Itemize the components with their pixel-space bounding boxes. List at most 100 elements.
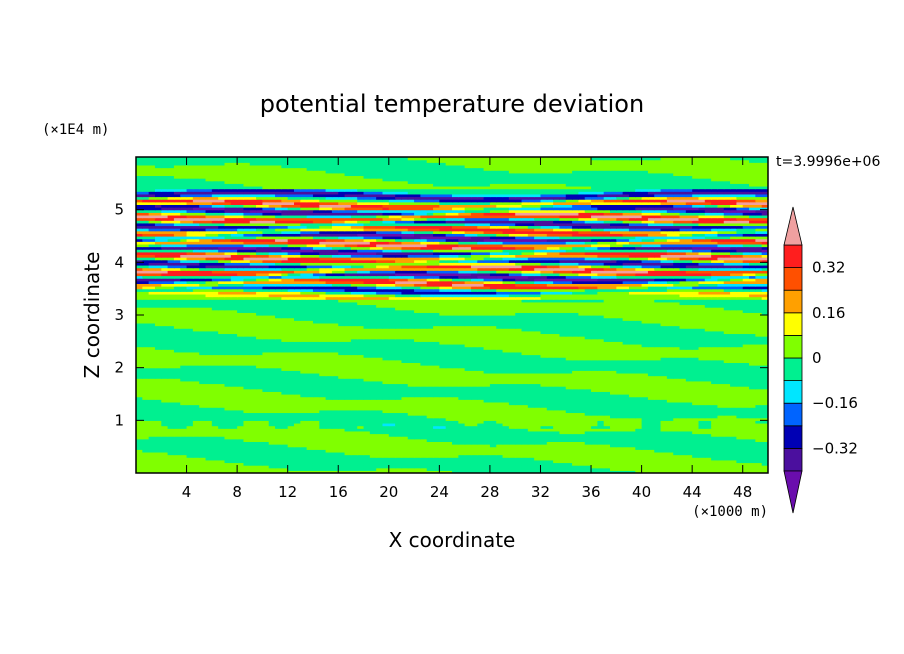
contour-cell (312, 388, 320, 392)
contour-cell (458, 383, 466, 387)
contour-cell (186, 401, 194, 406)
contour-cell (755, 451, 763, 456)
contour-cell (287, 388, 295, 392)
contour-cell (502, 380, 510, 385)
contour-cell (237, 399, 245, 403)
contour-cell (578, 391, 586, 395)
contour-cell (685, 401, 693, 406)
contour-cell (136, 386, 143, 390)
contour-cell (395, 438, 403, 442)
contour-cell (205, 375, 213, 379)
contour-cell (268, 378, 276, 382)
contour-cell (692, 341, 700, 345)
contour-cell (211, 412, 219, 416)
contour-cell (565, 449, 573, 453)
contour-cell (508, 436, 516, 440)
contour-cell (458, 420, 466, 424)
contour-cell (407, 438, 415, 442)
contour-cell (717, 396, 725, 400)
contour-cell (382, 428, 390, 432)
contour-cell (218, 446, 226, 450)
contour-cell (357, 436, 365, 440)
contour-cell (433, 357, 440, 361)
contour-cell (452, 415, 459, 419)
contour-cell (565, 354, 573, 358)
contour-cell (420, 457, 428, 461)
contour-cell (376, 446, 384, 450)
contour-cell (395, 378, 403, 382)
contour-cell (388, 394, 396, 398)
contour-cell (325, 467, 333, 471)
contour-cell (426, 388, 434, 392)
contour-cell (477, 425, 485, 429)
contour-cell (679, 449, 687, 453)
contour-cell (382, 430, 390, 435)
contour-cell (281, 451, 289, 456)
contour-cell (584, 417, 592, 421)
contour-cell (243, 457, 251, 461)
contour-cell (635, 417, 643, 421)
contour-cell (452, 436, 459, 440)
contour-cell (395, 404, 403, 408)
contour-cell (572, 433, 579, 437)
contour-cell (268, 341, 276, 345)
contour-cell (483, 367, 491, 371)
contour-cell (628, 428, 636, 432)
contour-cell (262, 454, 270, 458)
contour-cell (704, 441, 712, 445)
contour-cell (401, 380, 409, 385)
contour-cell (761, 417, 768, 421)
contour-cell (205, 367, 213, 371)
contour-cell (192, 399, 200, 403)
contour-cell (173, 446, 181, 450)
contour-cell (496, 380, 504, 385)
contour-cell (249, 367, 257, 371)
contour-cell (230, 365, 238, 369)
contour-cell (136, 357, 143, 361)
contour-cell (363, 378, 371, 382)
contour-cell (312, 362, 320, 366)
contour-cell (610, 396, 617, 400)
contour-cell (477, 430, 485, 435)
contour-cell (369, 367, 377, 371)
contour-cell (249, 349, 257, 353)
contour-cell (211, 362, 219, 366)
contour-cell (268, 444, 276, 448)
contour-cell (698, 399, 706, 403)
contour-cell (534, 354, 542, 358)
contour-cell (376, 430, 384, 435)
contour-cell (622, 378, 630, 382)
contour-cell (433, 454, 440, 458)
contour-cell (692, 459, 700, 464)
contour-cell (376, 354, 384, 358)
contour-cell (312, 386, 320, 390)
contour-cell (546, 444, 554, 448)
contour-cell (142, 459, 150, 464)
contour-cell (275, 359, 282, 363)
contour-cell (275, 378, 282, 382)
contour-cell (591, 436, 598, 440)
contour-cell (363, 391, 371, 395)
contour-cell (142, 394, 150, 398)
contour-cell (154, 409, 162, 414)
contour-cell (319, 412, 327, 416)
contour-cell (294, 354, 301, 358)
contour-cell (287, 407, 295, 411)
contour-cell (401, 343, 409, 348)
contour-cell (534, 357, 542, 361)
contour-cell (275, 401, 282, 406)
contour-cell (704, 457, 712, 461)
contour-cell (755, 417, 763, 421)
contour-cell (218, 401, 226, 406)
contour-cell (243, 415, 251, 419)
contour-cell (723, 430, 731, 435)
contour-cell (496, 401, 504, 406)
contour-cell (268, 457, 276, 461)
contour-cell (527, 357, 535, 361)
contour-cell (597, 404, 605, 408)
contour-cell (224, 388, 232, 392)
contour-cell (439, 357, 447, 361)
contour-cell (641, 454, 649, 458)
contour-cell (673, 367, 681, 371)
contour-cell (357, 394, 365, 398)
